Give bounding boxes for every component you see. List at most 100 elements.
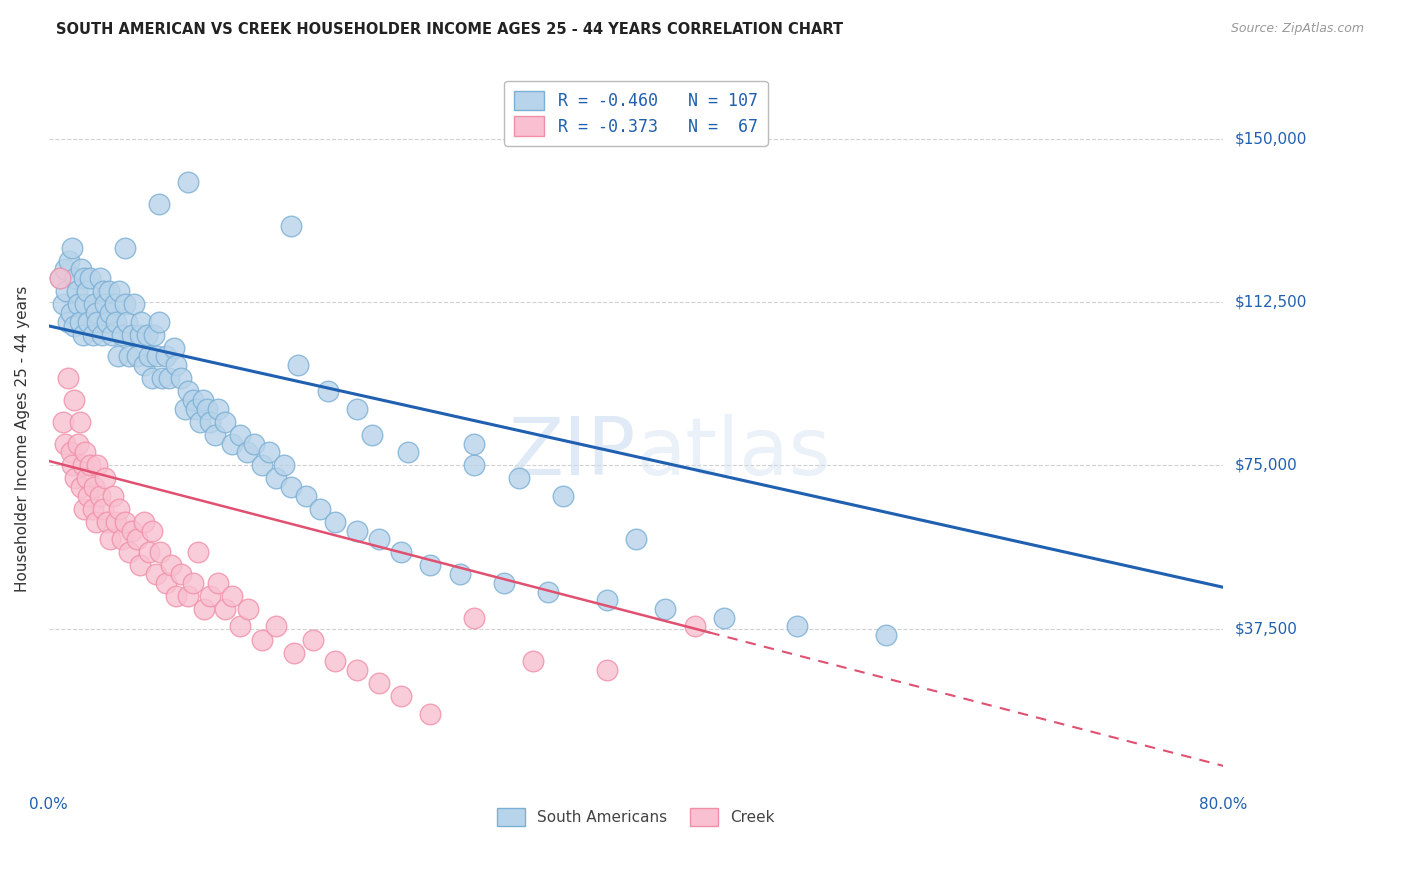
Point bbox=[243, 436, 266, 450]
Point bbox=[193, 602, 215, 616]
Point bbox=[62, 392, 84, 407]
Point bbox=[141, 371, 163, 385]
Point bbox=[114, 515, 136, 529]
Point bbox=[463, 458, 485, 473]
Point bbox=[162, 341, 184, 355]
Point bbox=[200, 415, 222, 429]
Point bbox=[207, 575, 229, 590]
Point bbox=[214, 415, 236, 429]
Text: SOUTH AMERICAN VS CREEK HOUSEHOLDER INCOME AGES 25 - 44 YEARS CORRELATION CHART: SOUTH AMERICAN VS CREEK HOUSEHOLDER INCO… bbox=[56, 22, 844, 37]
Point bbox=[69, 314, 91, 328]
Point bbox=[323, 654, 346, 668]
Point bbox=[77, 489, 100, 503]
Point bbox=[463, 436, 485, 450]
Point bbox=[228, 619, 250, 633]
Point bbox=[419, 706, 441, 721]
Point bbox=[53, 436, 76, 450]
Point bbox=[316, 384, 339, 399]
Point bbox=[346, 663, 368, 677]
Point bbox=[257, 445, 280, 459]
Point bbox=[76, 471, 98, 485]
Point bbox=[96, 515, 118, 529]
Point bbox=[250, 458, 273, 473]
Point bbox=[125, 350, 148, 364]
Point bbox=[309, 501, 332, 516]
Point bbox=[103, 489, 125, 503]
Point bbox=[157, 371, 180, 385]
Point bbox=[522, 654, 544, 668]
Point bbox=[170, 567, 193, 582]
Point bbox=[143, 327, 166, 342]
Point bbox=[121, 327, 143, 342]
Point bbox=[62, 318, 84, 333]
Point bbox=[63, 471, 86, 485]
Point bbox=[121, 524, 143, 538]
Point bbox=[266, 619, 288, 633]
Point bbox=[75, 297, 97, 311]
Text: $112,500: $112,500 bbox=[1234, 294, 1306, 310]
Point bbox=[786, 619, 808, 633]
Point bbox=[449, 567, 471, 582]
Point bbox=[273, 458, 295, 473]
Point bbox=[155, 350, 177, 364]
Point bbox=[114, 297, 136, 311]
Point bbox=[150, 371, 173, 385]
Point bbox=[184, 401, 207, 416]
Point bbox=[419, 558, 441, 573]
Point bbox=[56, 371, 79, 385]
Legend: South Americans, Creek: South Americans, Creek bbox=[489, 801, 782, 834]
Point bbox=[69, 415, 91, 429]
Point bbox=[104, 297, 127, 311]
Point bbox=[67, 436, 90, 450]
Point bbox=[60, 458, 83, 473]
Point bbox=[122, 297, 145, 311]
Point bbox=[228, 427, 250, 442]
Point bbox=[72, 327, 94, 342]
Point bbox=[56, 314, 79, 328]
Point bbox=[52, 297, 75, 311]
Point bbox=[141, 524, 163, 538]
Point bbox=[108, 284, 131, 298]
Point bbox=[84, 306, 107, 320]
Point bbox=[396, 445, 419, 459]
Point bbox=[551, 489, 574, 503]
Point bbox=[59, 306, 82, 320]
Point bbox=[86, 458, 108, 473]
Point bbox=[52, 415, 75, 429]
Point bbox=[360, 427, 382, 442]
Point bbox=[191, 392, 214, 407]
Point bbox=[236, 445, 259, 459]
Point bbox=[89, 489, 111, 503]
Point bbox=[713, 611, 735, 625]
Point bbox=[149, 545, 172, 559]
Point bbox=[280, 480, 302, 494]
Point bbox=[174, 401, 197, 416]
Point bbox=[187, 545, 209, 559]
Text: Source: ZipAtlas.com: Source: ZipAtlas.com bbox=[1230, 22, 1364, 36]
Point bbox=[53, 262, 76, 277]
Point bbox=[683, 619, 706, 633]
Text: $37,500: $37,500 bbox=[1234, 621, 1298, 636]
Point bbox=[389, 689, 412, 703]
Point bbox=[250, 632, 273, 647]
Point bbox=[79, 271, 101, 285]
Point bbox=[145, 567, 167, 582]
Point bbox=[115, 314, 138, 328]
Point bbox=[155, 575, 177, 590]
Point bbox=[221, 436, 243, 450]
Point bbox=[148, 197, 170, 211]
Point bbox=[107, 350, 129, 364]
Point bbox=[323, 515, 346, 529]
Point bbox=[75, 445, 97, 459]
Point bbox=[595, 593, 617, 607]
Text: $150,000: $150,000 bbox=[1234, 131, 1306, 146]
Point bbox=[111, 327, 134, 342]
Point bbox=[654, 602, 676, 616]
Point bbox=[70, 480, 93, 494]
Point bbox=[84, 515, 107, 529]
Point bbox=[302, 632, 325, 647]
Point bbox=[82, 327, 104, 342]
Point bbox=[595, 663, 617, 677]
Point bbox=[368, 533, 391, 547]
Point bbox=[83, 480, 105, 494]
